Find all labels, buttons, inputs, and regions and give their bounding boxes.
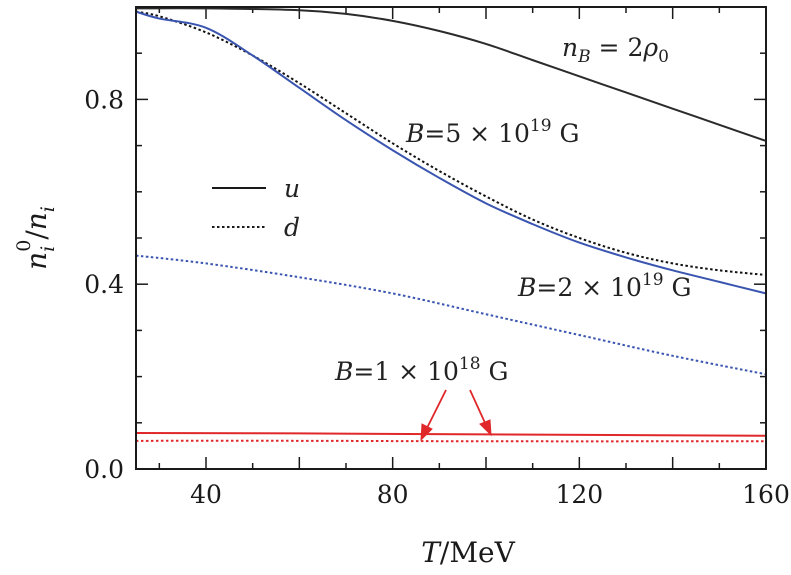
annotation-density: nB = 2ρ0 — [562, 33, 669, 67]
series-5e19-u — [135, 7, 767, 142]
arrowhead-d — [479, 419, 492, 437]
arrowhead-u — [420, 423, 433, 442]
legend-label-d: d — [284, 213, 300, 242]
series-2e19-d — [135, 254, 767, 376]
y-axis-title: ni0/ni — [13, 206, 59, 270]
annotation-field-2e19: B=2 × 1019 G — [517, 270, 691, 302]
y-tick-label: 0.4 — [84, 270, 124, 299]
y-tick-label: 0.0 — [84, 455, 124, 484]
annotation-arrows — [420, 389, 492, 442]
axis-ticks — [136, 6, 767, 470]
arrow-to-u-curve — [425, 389, 447, 431]
annotation-field-5e19: B=5 × 1019 G — [405, 116, 579, 148]
x-tick-label: 40 — [190, 480, 222, 509]
x-tick-label: 120 — [555, 480, 603, 509]
legend-label-u: u — [284, 174, 300, 203]
series-layer — [135, 7, 767, 443]
series-1e18-d — [135, 439, 767, 443]
x-axis-title: T/MeV — [421, 536, 515, 569]
x-tick-label: 160 — [742, 480, 790, 509]
series-1e18-u — [135, 431, 767, 437]
y-tick-label: 0.8 — [84, 85, 124, 114]
series-2e19-u — [135, 10, 767, 295]
arrow-to-d-curve — [469, 389, 487, 426]
tick-labels: 40 80 120 160 0.0 0.4 0.8 — [84, 85, 790, 509]
plot-frame — [135, 6, 767, 470]
x-tick-label: 80 — [377, 480, 409, 509]
legend: u d — [212, 174, 300, 242]
annotation-field-1e18: B=1 × 1018 G — [334, 354, 508, 386]
